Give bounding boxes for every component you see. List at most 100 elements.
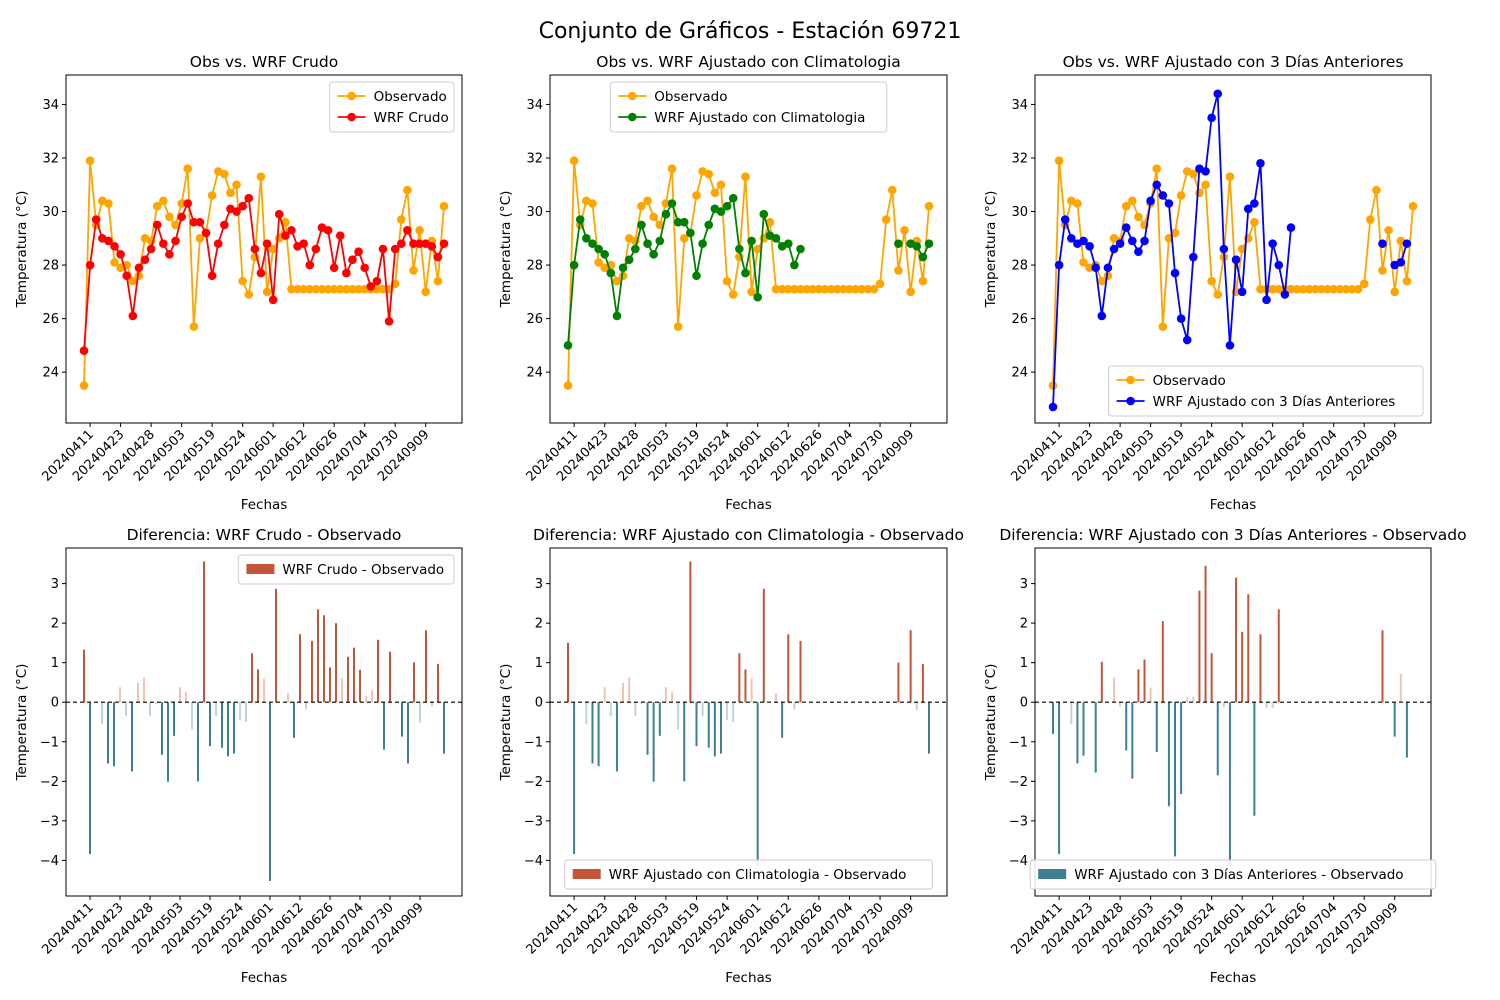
data-point [293,284,302,294]
data-point [1079,258,1088,267]
data-point [171,236,180,246]
data-point [433,276,443,286]
panel-title: Diferencia: WRF Crudo - Observado [127,526,402,544]
y-tick-label: −1 [524,735,543,750]
data-point [1054,260,1064,270]
data-point [643,196,652,206]
data-point [329,284,339,294]
y-tick-label: 2 [535,617,543,632]
data-point [771,284,781,294]
data-point [637,220,646,230]
data-point [1140,236,1149,246]
y-tick-label: −4 [40,854,59,869]
data-point [195,233,205,243]
data-point [887,185,897,195]
y-tick-label: 28 [526,259,543,274]
legend-box [1029,859,1437,890]
data-point [1189,252,1198,262]
bar [671,692,674,703]
data-point [177,212,186,222]
y-tick-label: −4 [1009,854,1028,869]
data-point [1158,191,1168,200]
data-point [1256,284,1265,294]
data-point [1274,260,1284,270]
data-point [1372,185,1381,195]
data-point [839,284,848,294]
data-point [1085,242,1094,251]
data-point [232,180,241,190]
data-point [894,266,903,275]
legend: WRF Ajustado con Climatologia - Observad… [564,859,933,890]
y-tick-label: 28 [42,259,59,274]
x-axis-label: Fechas [241,497,288,513]
bar [131,702,133,772]
data-point [1359,279,1369,289]
y-tick-label: 34 [42,98,59,113]
legend-marker [347,91,356,101]
data-point [140,255,150,265]
legend-marker [1126,375,1135,385]
data-point [1201,180,1210,190]
plot-area [79,156,449,390]
bar [1393,702,1396,737]
panel-title: Obs vs. WRF Ajustado con Climatologia [596,53,901,71]
legend-item: WRF Ajustado con 3 Días Anteriores - Obs… [1038,867,1404,883]
data-point [1067,233,1076,243]
y-axis-label: Temperatura (°C) [983,664,999,782]
bar [341,678,343,703]
panel-2: Obs vs. WRF Ajustado con Climatologia 24 2… [498,53,948,513]
data-point [808,284,818,294]
data-point [201,228,211,238]
y-tick-label: 30 [42,205,59,220]
data-point [783,284,793,294]
data-point [741,172,750,182]
data-point [128,276,138,286]
data-point [433,252,443,262]
data-point [403,225,412,235]
data-point [894,239,903,248]
data-point [563,381,573,390]
data-point [311,284,321,294]
data-point [753,244,762,254]
bar [1174,702,1177,857]
data-point [165,212,174,222]
data-point [1304,284,1314,294]
bar [1216,702,1219,776]
data-point [1128,196,1137,206]
y-tick-label: 1 [535,656,543,671]
data-point [924,201,934,211]
data-point [159,196,168,206]
bar [287,693,289,703]
bar [591,702,594,764]
x-axis-label: Fechas [725,497,772,513]
y-tick-label: −3 [40,814,59,829]
legend-box [329,81,455,133]
bar [1271,702,1274,709]
bar [775,693,778,703]
panel-title: Diferencia: WRF Ajustado con 3 Días Ante… [999,526,1466,544]
data-point [771,233,781,243]
bar [293,702,295,738]
bar [143,677,145,703]
bar [83,649,85,703]
data-point [1231,255,1241,265]
data-point [588,199,597,208]
legend: Observado WRF Crudo [329,81,455,133]
data-point [716,180,726,190]
data-point [335,231,345,240]
data-point [1378,239,1387,248]
data-point [134,263,144,273]
bar [750,678,753,703]
data-point [1378,266,1387,275]
data-point [1292,284,1302,294]
data-point [213,239,223,248]
bar [209,702,211,747]
data-point [396,239,406,248]
data-point [1353,284,1363,294]
data-point [1317,284,1326,294]
data-point [128,311,138,321]
y-tick-label: 3 [51,577,59,592]
data-point [661,209,671,219]
bar [197,702,199,782]
data-point [1256,159,1265,168]
